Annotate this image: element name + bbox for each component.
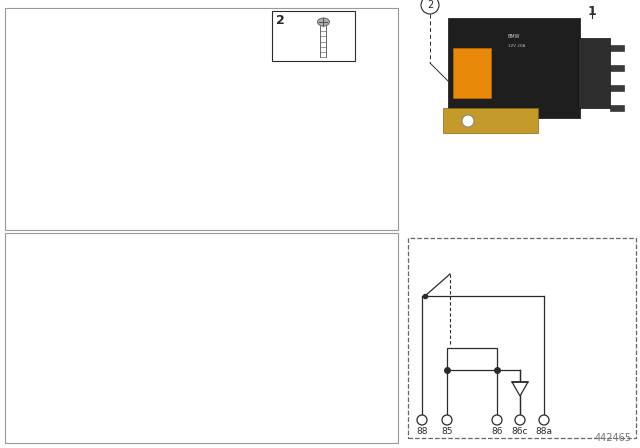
Text: 2: 2 xyxy=(276,14,285,27)
Bar xyxy=(5,233,398,443)
Bar xyxy=(5,8,398,230)
Bar xyxy=(610,45,624,51)
Text: 86c: 86c xyxy=(512,427,528,436)
Text: 2: 2 xyxy=(427,0,433,10)
Ellipse shape xyxy=(317,18,330,26)
Circle shape xyxy=(417,415,427,425)
Circle shape xyxy=(539,415,549,425)
Text: 85: 85 xyxy=(441,427,452,436)
Bar xyxy=(453,48,491,98)
Bar xyxy=(610,105,624,111)
Polygon shape xyxy=(512,382,528,396)
Bar xyxy=(610,85,624,91)
Text: 12V 20A: 12V 20A xyxy=(508,44,525,48)
Bar xyxy=(443,108,538,133)
Circle shape xyxy=(492,415,502,425)
Text: BMW: BMW xyxy=(508,34,520,39)
Bar xyxy=(578,38,610,108)
Bar xyxy=(448,18,580,118)
Circle shape xyxy=(515,415,525,425)
Bar xyxy=(408,238,636,438)
Text: 1: 1 xyxy=(588,5,596,18)
Bar xyxy=(272,11,355,61)
Text: 88: 88 xyxy=(416,427,428,436)
Circle shape xyxy=(442,415,452,425)
Text: 88a: 88a xyxy=(536,427,552,436)
Text: 86: 86 xyxy=(492,427,503,436)
Bar xyxy=(447,348,497,370)
Bar xyxy=(610,65,624,71)
Circle shape xyxy=(462,115,474,127)
Text: 442465: 442465 xyxy=(595,433,632,443)
Circle shape xyxy=(421,0,439,14)
